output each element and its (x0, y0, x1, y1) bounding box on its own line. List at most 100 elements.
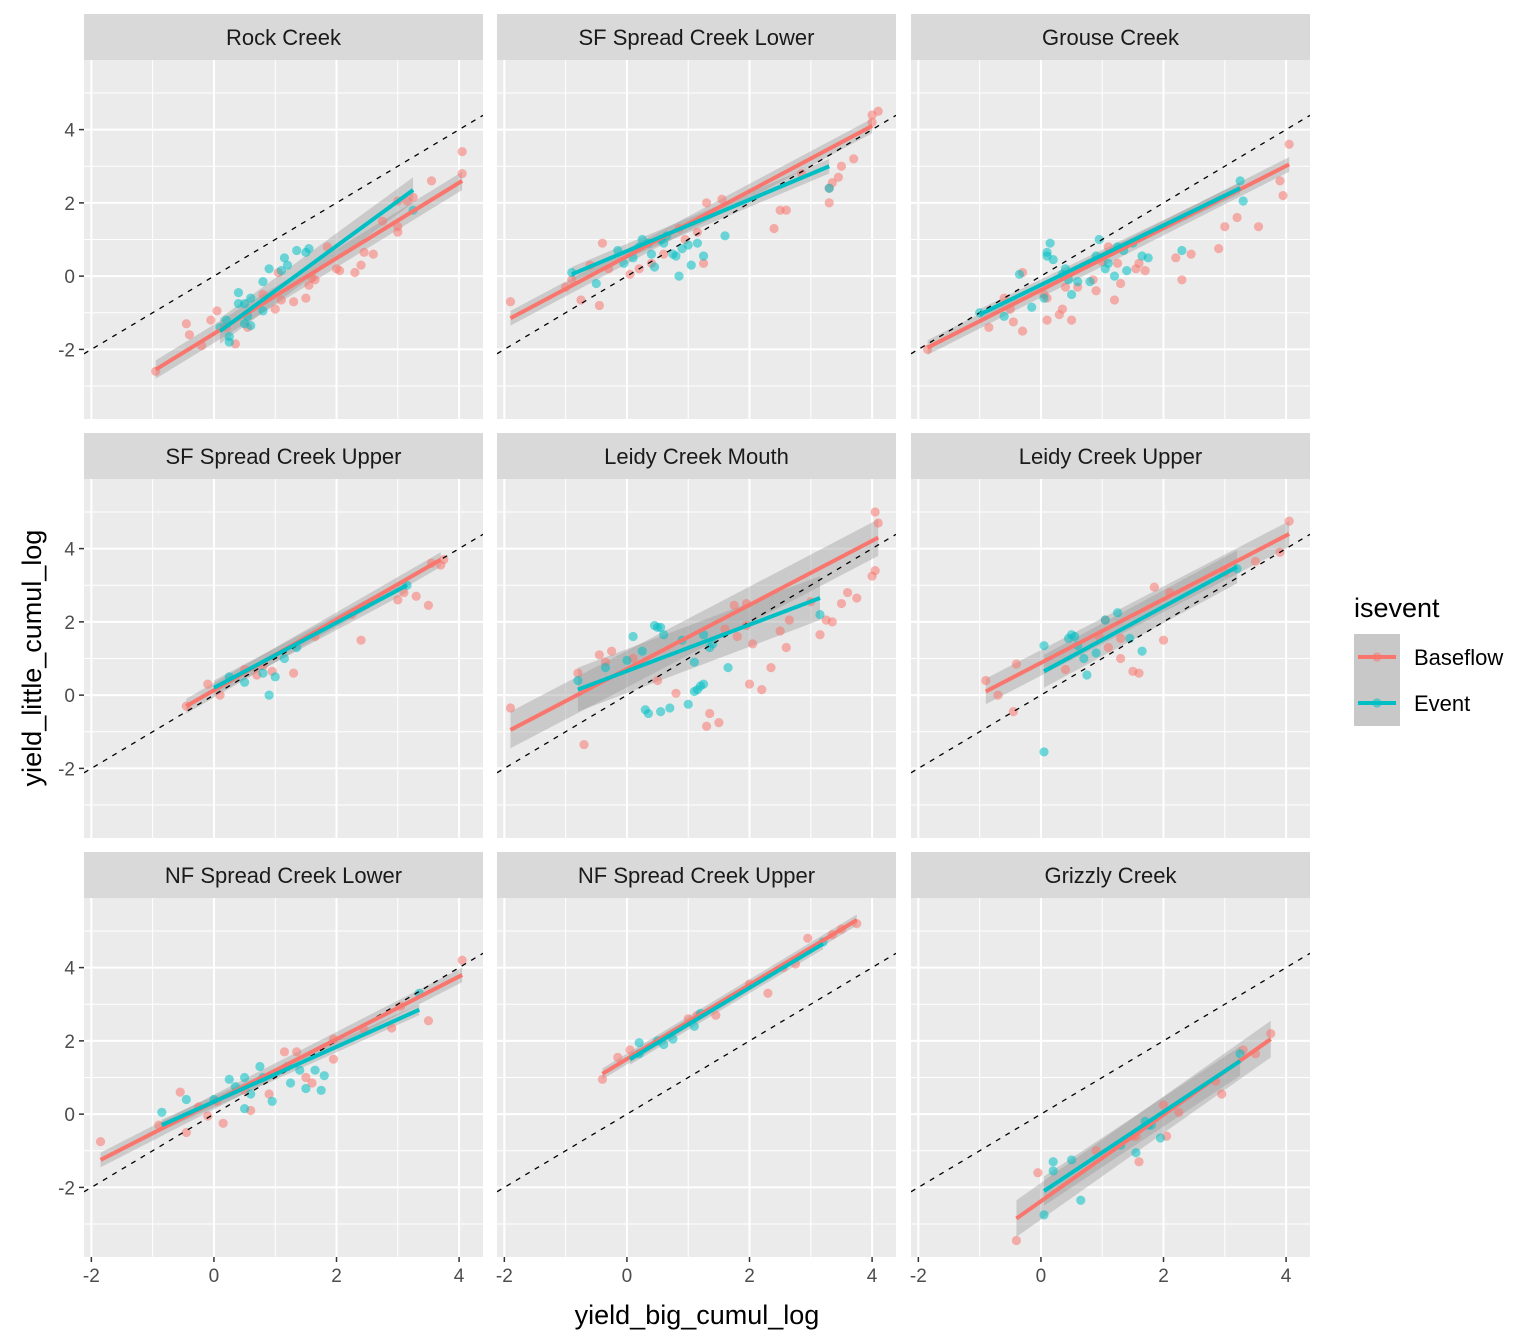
x-tick-label: 0 (1036, 1266, 1047, 1287)
legend: isevent Baseflow Event (1354, 593, 1503, 726)
data-point-event (1131, 1147, 1141, 1158)
legend-label: Baseflow (1414, 645, 1503, 670)
x-tick-label: 4 (867, 1266, 878, 1287)
data-point-event (1235, 1049, 1245, 1059)
data-point-event (1091, 648, 1101, 658)
y-tick-label: -2 (58, 340, 75, 361)
data-point-baseflow (1186, 249, 1196, 259)
data-point-baseflow (744, 679, 755, 689)
data-point-event (224, 331, 234, 342)
data-point-event (1039, 641, 1049, 651)
data-point-event (683, 240, 693, 250)
data-point-event (1085, 277, 1095, 287)
data-point-baseflow (1232, 212, 1242, 223)
legend-key-background (1354, 634, 1400, 726)
data-point-event (292, 245, 302, 256)
data-point-event (824, 183, 834, 193)
facet-strip (497, 433, 896, 479)
data-point-event (815, 609, 825, 620)
data-point-event (267, 1096, 277, 1106)
x-tick-label: -2 (496, 1266, 513, 1287)
facet-panel: Leidy Creek Mouth (497, 433, 896, 838)
facet-strip (497, 852, 896, 898)
data-point-event (258, 668, 268, 678)
data-point-event (1076, 1195, 1086, 1205)
x-tick-label: 2 (331, 1266, 342, 1287)
identity-line (497, 533, 896, 774)
data-point-baseflow (1011, 1235, 1022, 1246)
data-point-baseflow (836, 161, 847, 171)
x-tick-label: 2 (1158, 1266, 1169, 1287)
data-point-baseflow (1042, 315, 1052, 325)
facet-title: Leidy Creek Mouth (604, 444, 789, 469)
facet-title: Grouse Creek (1042, 25, 1180, 50)
fit-line-event (1043, 565, 1239, 674)
data-point-event (1122, 266, 1132, 276)
data-point-baseflow (505, 297, 516, 307)
data-point-event (270, 672, 280, 682)
data-point-event (573, 675, 583, 686)
x-axis-title: yield_big_cumul_log (575, 1300, 820, 1330)
facets-layer: Rock Creek SF Spread Creek Lower Grouse Cr… (84, 14, 1310, 1257)
fit-line-baseflow (154, 179, 464, 372)
y-tick-label: 2 (64, 1032, 75, 1053)
data-point-baseflow (1103, 642, 1113, 653)
facet-title: SF Spread Creek Upper (166, 444, 402, 469)
data-point-event (246, 320, 256, 331)
data-point-baseflow (1011, 659, 1022, 669)
data-point-baseflow (775, 626, 785, 636)
data-point-baseflow (457, 168, 467, 179)
data-point-event (671, 251, 681, 261)
data-point-event (1235, 176, 1245, 186)
data-point-event (649, 262, 660, 272)
data-point-baseflow (1134, 1157, 1144, 1167)
data-point-baseflow (289, 297, 299, 307)
data-point-event (720, 231, 730, 241)
data-point-baseflow (292, 1047, 302, 1057)
data-point-baseflow (457, 146, 467, 157)
data-point-baseflow (457, 955, 467, 965)
facet-panel: Grizzly Creek (911, 852, 1310, 1257)
data-point-baseflow (1060, 282, 1071, 292)
data-point-baseflow (307, 1078, 317, 1088)
data-point-event (692, 238, 703, 248)
data-point-event (279, 253, 290, 263)
data-point-baseflow (1174, 1107, 1184, 1117)
data-point-event (643, 708, 653, 719)
data-point-event (1014, 269, 1025, 279)
data-point-baseflow (1214, 244, 1224, 254)
data-point-baseflow (659, 249, 669, 259)
data-point-baseflow (594, 650, 604, 660)
facet-strip (911, 433, 1310, 479)
data-point-baseflow (356, 260, 366, 270)
data-point-event (255, 1061, 265, 1072)
facet-title: Leidy Creek Upper (1019, 444, 1202, 469)
data-point-baseflow (1140, 266, 1150, 276)
data-point-event (659, 238, 669, 248)
data-point-baseflow (1116, 653, 1126, 664)
data-point-baseflow (1253, 222, 1264, 232)
data-point-baseflow (1116, 633, 1126, 643)
data-point-baseflow (1266, 1028, 1276, 1039)
data-point-baseflow (218, 1118, 228, 1128)
data-point-baseflow (1284, 139, 1294, 149)
data-point-event (295, 1065, 305, 1075)
x-tick-label: 4 (454, 1266, 465, 1287)
data-point-baseflow (1278, 190, 1288, 201)
data-point-event (665, 703, 675, 713)
data-point-baseflow (212, 306, 222, 316)
data-point-baseflow (411, 591, 421, 601)
data-point-event (698, 251, 709, 261)
data-point-baseflow (505, 703, 516, 713)
data-point-baseflow (206, 315, 216, 325)
identity-line (497, 114, 896, 355)
data-point-event (656, 622, 666, 632)
data-point-event (1066, 289, 1077, 300)
data-point-event (1112, 608, 1123, 618)
y-tick-label: -2 (58, 759, 75, 780)
data-point-event (1100, 615, 1110, 625)
data-point-baseflow (423, 1016, 434, 1026)
data-point-event (1177, 245, 1187, 256)
data-point-baseflow (393, 595, 403, 605)
facet-strip (911, 852, 1310, 898)
